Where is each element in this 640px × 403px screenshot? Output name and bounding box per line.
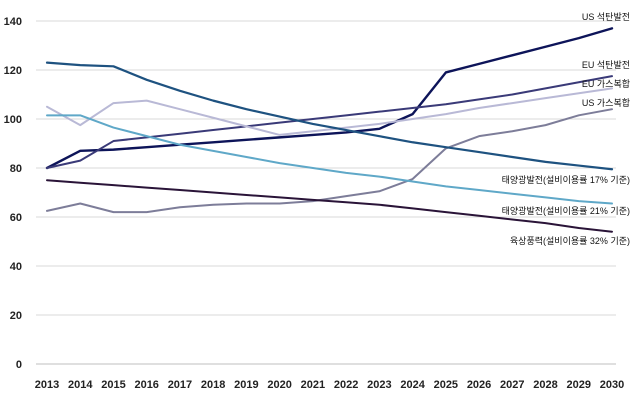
x-tick-label: 2021 bbox=[301, 379, 325, 391]
series-label: 태양광발전(설비이용률 17% 기준) bbox=[502, 174, 630, 185]
x-tick-label: 2015 bbox=[101, 379, 125, 391]
label-layer: US 석탄발전 EU 석탄발전 EU 가스복합 US 가스복합태양광발전(설비이용률 … bbox=[502, 12, 630, 246]
x-tick-label: 2027 bbox=[500, 379, 524, 391]
x-tick-label: 2023 bbox=[367, 379, 391, 391]
series-line bbox=[46, 75, 613, 169]
series-line bbox=[46, 87, 613, 136]
series-label: EU 석탄발전 bbox=[582, 60, 630, 70]
x-tick-label: 2020 bbox=[267, 379, 291, 391]
series-line bbox=[46, 108, 613, 214]
y-tick-label: 40 bbox=[10, 261, 22, 273]
y-tick-label: 60 bbox=[10, 212, 22, 224]
x-tick-label: 2018 bbox=[201, 379, 225, 391]
y-tick-label: 120 bbox=[4, 65, 22, 77]
series-label: 육상풍력(설비이용률 32% 기준) bbox=[510, 235, 630, 246]
x-tick-label: 2030 bbox=[600, 379, 624, 391]
x-tick-label: 2028 bbox=[533, 379, 557, 391]
series-label: 태양광발전(설비이용률 21% 기준) bbox=[502, 205, 630, 216]
y-tick-label: 20 bbox=[10, 310, 22, 322]
series-layer bbox=[45, 27, 614, 233]
series-label: EU 가스복합 bbox=[582, 79, 630, 89]
x-tick-label: 2014 bbox=[68, 379, 93, 391]
series-label: US 석탄발전 bbox=[582, 12, 630, 22]
x-tick-label: 2029 bbox=[567, 379, 591, 391]
grid-layer bbox=[36, 20, 616, 316]
x-tick-label: 2026 bbox=[467, 379, 491, 391]
axis-layer: 0 20 40 60 80 100 120 140 2013 2014 2015 2016 2017 20… bbox=[4, 16, 625, 391]
y-tick-label: 0 bbox=[16, 359, 22, 371]
series-line bbox=[46, 179, 613, 233]
x-tick-label: 2024 bbox=[400, 379, 425, 391]
x-tick-label: 2013 bbox=[35, 379, 59, 391]
y-tick-label: 140 bbox=[4, 16, 22, 28]
x-tick-label: 2025 bbox=[434, 379, 458, 391]
series-line bbox=[46, 114, 613, 205]
x-tick-label: 2022 bbox=[334, 379, 358, 391]
series-label: US 가스복합 bbox=[582, 98, 630, 108]
x-tick-label: 2016 bbox=[134, 379, 158, 391]
x-tick-label: 2017 bbox=[168, 379, 192, 391]
series-line bbox=[45, 61, 614, 171]
x-tick-label: 2019 bbox=[234, 379, 258, 391]
series-line bbox=[45, 27, 614, 170]
y-tick-label: 100 bbox=[4, 114, 22, 126]
y-tick-label: 80 bbox=[10, 163, 22, 175]
